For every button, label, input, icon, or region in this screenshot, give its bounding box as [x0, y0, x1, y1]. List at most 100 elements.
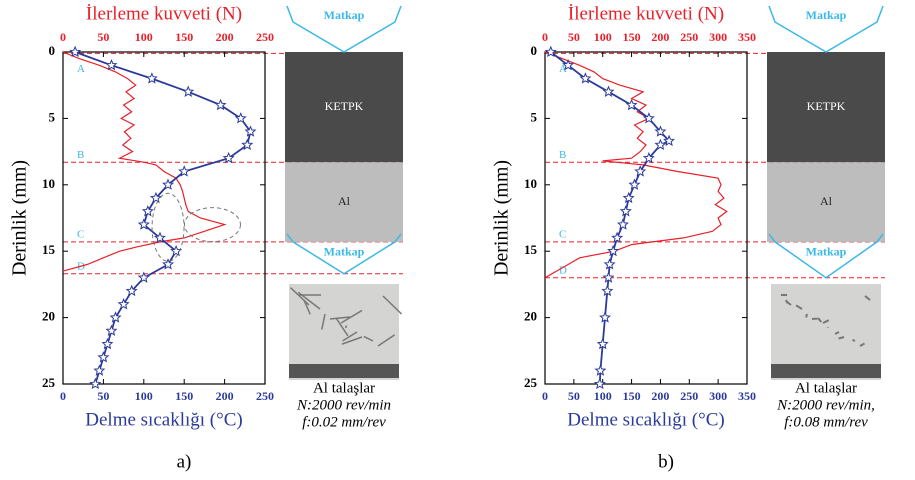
series-line [545, 52, 727, 278]
level-label: B [77, 149, 84, 161]
x2-tick-label: 0 [60, 30, 66, 44]
x2-axis-title: İlerleme kuvveti (N) [568, 3, 724, 24]
star-marker [143, 206, 153, 215]
star-marker [604, 273, 614, 282]
y-tick-label: 0 [49, 43, 56, 58]
x-tick-label: 50 [568, 389, 580, 403]
layer-label: Al [338, 194, 351, 208]
star-marker [596, 366, 606, 375]
y-tick-label: 15 [524, 242, 538, 257]
drill-label: Matkap [806, 8, 847, 22]
caption-line: Al talaşlar [795, 380, 857, 396]
level-label: B [559, 149, 566, 161]
chip [806, 314, 807, 317]
level-label: A [77, 63, 85, 75]
level-label: C [77, 228, 84, 240]
star-marker [119, 299, 129, 308]
y-axis-title: Derinlik (mm) [9, 160, 31, 276]
star-marker [184, 87, 194, 96]
y-tick-label: 5 [49, 109, 56, 124]
star-marker [600, 313, 610, 322]
star-marker [107, 60, 117, 69]
y-tick-label: 20 [42, 309, 55, 324]
x-tick-label: 200 [651, 389, 669, 403]
star-marker [621, 206, 631, 215]
star-marker [603, 286, 613, 295]
star-marker [624, 193, 634, 202]
y-axis-title: Derinlik (mm) [491, 160, 513, 276]
star-marker [224, 153, 234, 162]
caption-line: f:0.02 mm/rev [302, 414, 386, 430]
x-tick-label: 200 [216, 389, 234, 403]
star-marker [99, 352, 109, 361]
x-axis-title: Delme sıcaklığı (°C) [567, 409, 724, 430]
series-line [551, 52, 669, 384]
series-line [63, 52, 225, 271]
x-tick-label: 300 [709, 389, 727, 403]
x2-axis-title: İlerleme kuvveti (N) [86, 3, 242, 24]
x2-tick-label: 0 [542, 30, 548, 44]
star-marker [103, 339, 113, 348]
x2-tick-label: 100 [135, 30, 153, 44]
x-tick-label: 100 [135, 389, 153, 403]
star-marker [598, 339, 608, 348]
panel-label: a) [177, 451, 192, 472]
x2-tick-label: 300 [709, 30, 727, 44]
panel-label: b) [658, 451, 674, 472]
star-marker [605, 260, 615, 269]
x-tick-label: 150 [175, 389, 193, 403]
x2-tick-label: 50 [97, 30, 109, 44]
x-tick-label: 0 [542, 389, 548, 403]
star-marker [618, 220, 628, 229]
layer-label: KETPK [807, 99, 846, 113]
y-tick-label: 10 [42, 176, 55, 191]
x2-tick-label: 200 [216, 30, 234, 44]
x-tick-label: 0 [60, 389, 66, 403]
star-marker [236, 113, 246, 122]
chip [853, 340, 855, 341]
drill-label: Matkap [324, 8, 365, 22]
star-marker [608, 246, 618, 255]
star-marker [147, 74, 157, 83]
star-marker [70, 47, 80, 56]
x2-tick-label: 150 [623, 30, 641, 44]
annotation-ellipse [152, 193, 184, 261]
plot-frame [63, 52, 265, 384]
star-marker [107, 326, 117, 335]
x2-tick-label: 200 [651, 30, 669, 44]
y-tick-label: 20 [524, 309, 537, 324]
level-label: C [559, 228, 566, 240]
series-line [75, 52, 250, 384]
x2-tick-label: 100 [594, 30, 612, 44]
x2-tick-label: 50 [568, 30, 580, 44]
x-tick-label: 250 [680, 389, 698, 403]
x-axis-title: Delme sıcaklığı (°C) [85, 409, 242, 430]
y-tick-label: 0 [531, 43, 538, 58]
x2-tick-label: 150 [175, 30, 193, 44]
caption-line: N:2000 rev/min [296, 397, 391, 413]
star-marker [111, 313, 121, 322]
caption-line: N:2000 rev/min, [776, 397, 875, 413]
star-marker [612, 233, 622, 242]
x-tick-label: 350 [738, 389, 756, 403]
drill-label: Matkap [806, 245, 847, 259]
y-tick-label: 15 [42, 242, 56, 257]
x2-tick-label: 250 [680, 30, 698, 44]
layer-label: KETPK [325, 99, 364, 113]
layer-label: Al [820, 194, 833, 208]
caption-line: f:0.08 mm/rev [784, 414, 868, 430]
ruler [771, 364, 881, 378]
x2-tick-label: 350 [738, 30, 756, 44]
figure: ABCD0510152025Derinlik (mm)0501001502002… [0, 0, 915, 480]
x-tick-label: 50 [97, 389, 109, 403]
star-marker [91, 379, 101, 388]
caption-line: Al talaşlar [313, 380, 375, 396]
drill-label: Matkap [324, 245, 365, 259]
plot-frame [545, 52, 747, 384]
x-tick-label: 100 [594, 389, 612, 403]
star-marker [95, 366, 105, 375]
x2-tick-label: 250 [256, 30, 274, 44]
x-tick-label: 250 [256, 389, 274, 403]
y-tick-label: 10 [524, 176, 537, 191]
y-tick-label: 25 [42, 375, 56, 390]
